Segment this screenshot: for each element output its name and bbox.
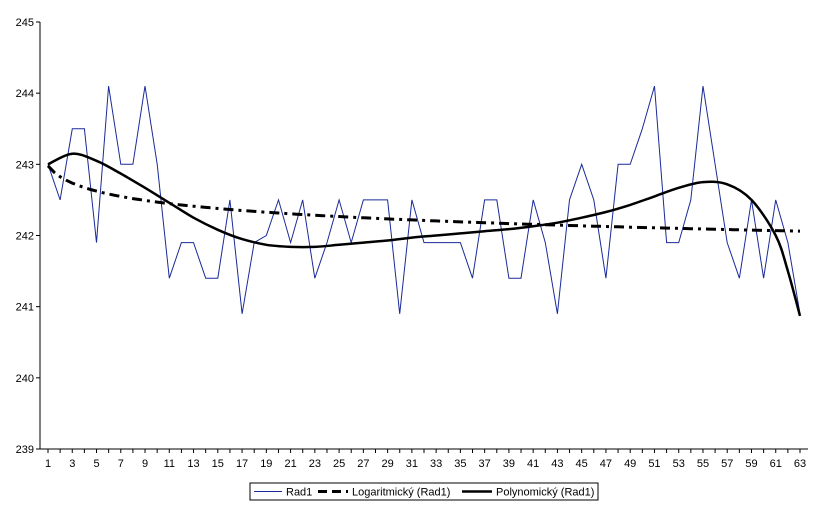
x-tick-label: 5 xyxy=(93,458,99,470)
x-tick-label: 33 xyxy=(430,458,442,470)
x-tick-label: 13 xyxy=(187,458,199,470)
y-tick-label: 242 xyxy=(16,231,34,243)
x-tick-label: 9 xyxy=(142,458,148,470)
y-tick-label: 241 xyxy=(16,302,34,314)
series-line-rad1 xyxy=(47,85,801,314)
series-line-polynomicky xyxy=(47,152,802,317)
y-tick-label: 239 xyxy=(16,444,34,456)
legend-label-logaritmicky: Logaritmický (Rad1) xyxy=(352,487,450,499)
legend: Rad1 Logaritmický (Rad1) Polynomický (Ra… xyxy=(249,482,599,501)
x-tick-label: 57 xyxy=(721,458,733,470)
x-tick-label: 61 xyxy=(770,458,782,470)
x-tick-label: 19 xyxy=(260,458,272,470)
series-lines xyxy=(46,85,802,317)
series-line-logaritmicky xyxy=(46,164,801,233)
x-tick-label: 17 xyxy=(236,458,248,470)
x-tick-label: 39 xyxy=(503,458,515,470)
x-tick-label: 45 xyxy=(576,458,588,470)
x-tick-label: 59 xyxy=(745,458,757,470)
x-tick-label: 49 xyxy=(624,458,636,470)
y-tick-label: 243 xyxy=(16,159,34,171)
x-tick-label: 7 xyxy=(118,458,124,470)
x-tick-label: 31 xyxy=(406,458,418,470)
x-tick-label: 35 xyxy=(454,458,466,470)
y-tick-label: 245 xyxy=(16,17,34,29)
x-tick-label: 63 xyxy=(794,458,806,470)
y-axis-ticks: 239 240 241 242 243 244 245 xyxy=(16,17,40,456)
legend-label-polynomicky: Polynomický (Rad1) xyxy=(496,487,594,499)
x-tick-label: 37 xyxy=(479,458,491,470)
x-tick-label: 55 xyxy=(697,458,709,470)
x-tick-label: 23 xyxy=(309,458,321,470)
x-tick-label: 11 xyxy=(164,458,175,470)
x-tick-label: 41 xyxy=(527,458,539,470)
x-tick-label: 15 xyxy=(212,458,224,470)
x-tick-label: 1 xyxy=(45,458,51,470)
x-tick-label: 29 xyxy=(381,458,393,470)
x-tick-label: 43 xyxy=(551,458,563,470)
y-tick-label: 240 xyxy=(16,373,34,385)
legend-label-rad1: Rad1 xyxy=(286,487,312,499)
x-axis-ticks: 1 3 5 7 9 11 13 15 17 19 21 23 25 27 29 31 33 35 37 39 41 43 4… xyxy=(45,449,806,470)
x-tick-label: 47 xyxy=(600,458,612,470)
x-tick-label: 51 xyxy=(648,458,660,470)
x-tick-label: 3 xyxy=(69,458,75,470)
x-tick-label: 25 xyxy=(333,458,345,470)
x-tick-label: 27 xyxy=(357,458,369,470)
y-tick-label: 244 xyxy=(16,88,34,100)
x-tick-label: 21 xyxy=(284,458,296,470)
x-tick-label: 53 xyxy=(673,458,685,470)
legend-box xyxy=(249,482,599,501)
